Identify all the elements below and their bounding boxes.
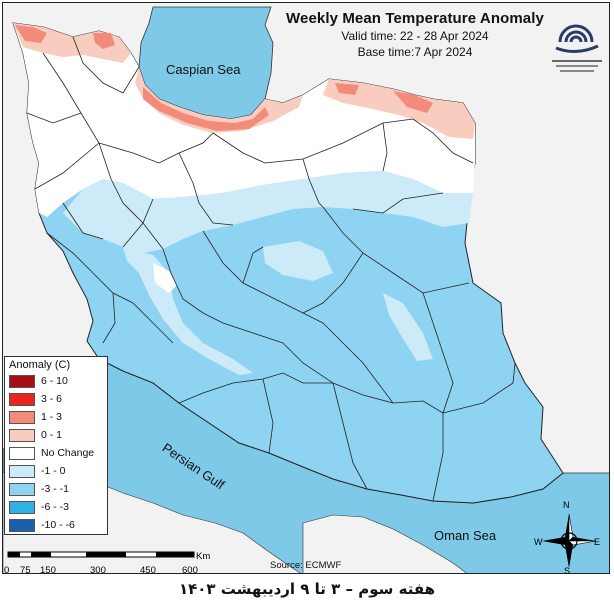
warm-light-northeast [323,79,475,139]
map-title: Weekly Mean Temperature Anomaly [286,10,544,27]
base-time: Base time:7 Apr 2024 [357,45,473,59]
legend-swatch [9,446,35,460]
legend-label: -1 - 0 [41,465,66,477]
legend-swatch [9,392,35,406]
legend-swatch [9,374,35,388]
scale-tick-label: 150 [40,565,56,576]
warm-mid-northeast [393,91,433,113]
legend-item: No Change [5,444,107,462]
legend-item: 1 - 3 [5,408,107,426]
oman-sea-label: Oman Sea [434,528,497,543]
compass-e: E [594,537,601,547]
warm-mid-northwest [15,25,47,43]
compass-w: W [534,537,543,547]
scale-tick-label: 450 [140,565,156,576]
cool-light-center [263,241,333,281]
legend-item: -3 - -1 [5,480,107,498]
white-patch-west [153,263,177,293]
legend-swatch [9,410,35,424]
oman-land [302,514,467,573]
legend-swatch [9,482,35,496]
legend-item: -6 - -3 [5,498,107,516]
compass-rose-icon [542,513,597,568]
scale-tick-label: 75 [20,565,31,576]
legend-swatch [9,500,35,514]
legend-label: 3 - 6 [41,393,63,405]
scale-bar [6,550,206,574]
legend-label: No Change [41,447,95,459]
legend-swatch [9,518,35,532]
caspian-sea-label: Caspian Sea [166,62,241,77]
legend-label: 6 - 10 [41,375,68,387]
legend-item: 6 - 10 [5,372,107,390]
legend-swatch [9,464,35,478]
warm-mid-caspian-south [143,87,269,131]
legend-rows: 6 - 10 3 - 6 1 - 3 0 - 1 No Change -1 - 0 -3 -… [5,372,107,534]
scale-unit: Km [196,551,211,562]
legend-item: 0 - 1 [5,426,107,444]
meteorology-logo-icon [552,24,602,72]
legend-item: -1 - 0 [5,462,107,480]
warm-mid-northwest-2 [93,33,115,49]
legend-label: -10 - -6 [41,519,75,531]
province-borders [26,36,516,502]
source-credit: Source: ECMWF [270,560,342,571]
warm-mid-northeast-2 [335,83,359,95]
compass-s: S [564,566,571,576]
legend-label: 1 - 3 [41,411,63,423]
legend: Anomaly (C) 6 - 10 3 - 6 1 - 3 0 - 1 No Chan… [4,356,108,535]
scale-tick-label: 600 [182,565,198,576]
scale-tick-label: 300 [90,565,106,576]
legend-item: -10 - -6 [5,516,107,534]
valid-time: Valid time: 22 - 28 Apr 2024 [341,29,489,43]
footer-caption: هفته سوم – ۳ تا ۹ اردیبهشت ۱۴۰۳ [178,580,436,598]
cool-light-east-blob [383,293,433,361]
scale-tick-label: 0 [4,565,10,576]
legend-label: 0 - 1 [41,429,63,441]
legend-title: Anomaly (C) [9,359,71,371]
compass-n: N [563,500,570,510]
legend-label: -3 - -1 [41,483,70,495]
cool-light-band [63,171,473,253]
legend-label: -6 - -3 [41,501,70,513]
legend-swatch [9,428,35,442]
legend-item: 3 - 6 [5,390,107,408]
title-block: Weekly Mean Temperature Anomaly Valid ti… [250,10,580,59]
scale-bar-graphic [7,551,195,558]
